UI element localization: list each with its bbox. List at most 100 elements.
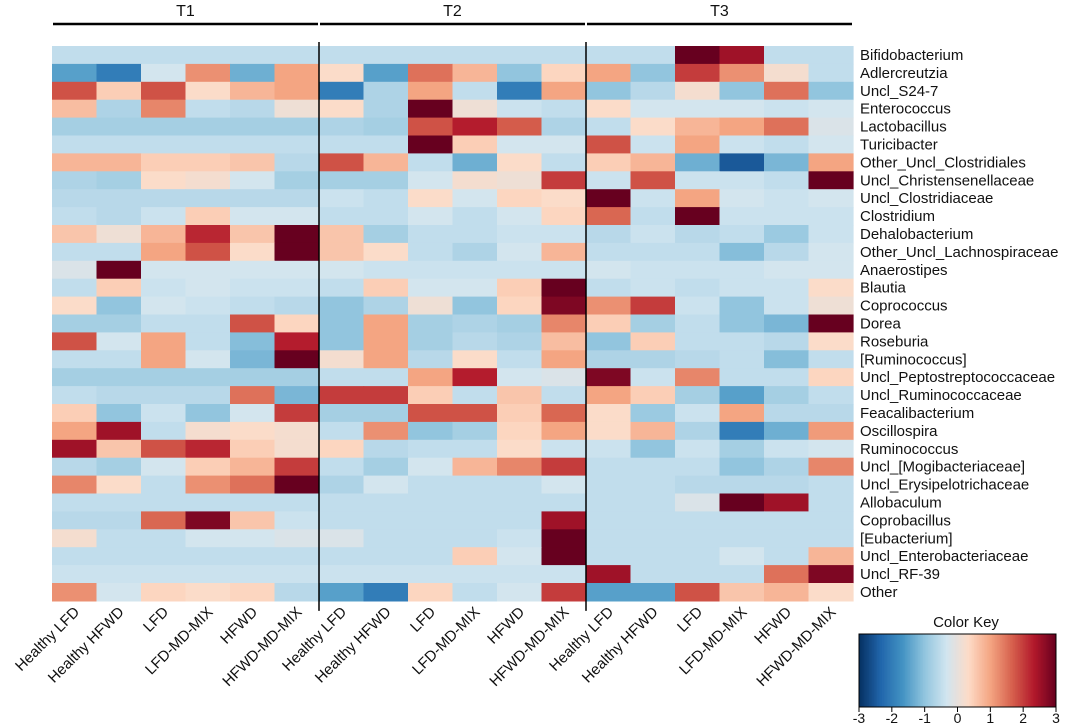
heatmap-cell xyxy=(808,63,854,83)
heatmap-cell xyxy=(96,565,142,584)
heatmap-cell xyxy=(675,457,721,477)
heatmap-cell xyxy=(452,583,498,602)
heatmap-cell xyxy=(497,278,543,298)
heatmap-cell xyxy=(185,296,231,316)
heatmap-cell xyxy=(452,296,498,316)
color-key-swatch xyxy=(970,634,973,707)
heatmap-cell xyxy=(274,511,320,530)
heatmap-cell xyxy=(452,242,498,262)
heatmap-cell xyxy=(274,225,320,244)
heatmap-cell xyxy=(274,583,320,602)
heatmap-cell xyxy=(452,63,498,83)
heatmap-cell xyxy=(675,81,721,101)
heatmap-cell xyxy=(185,421,231,441)
heatmap-cell xyxy=(319,207,365,226)
heatmap-cell xyxy=(363,547,409,566)
row-label: Oscillospira xyxy=(860,423,938,440)
color-key-swatch xyxy=(1031,634,1034,707)
heatmap-cell xyxy=(52,493,98,512)
heatmap-cell xyxy=(764,260,810,280)
heatmap-cell xyxy=(719,439,765,459)
heatmap-cell xyxy=(541,314,587,333)
heatmap-cell xyxy=(675,207,721,226)
heatmap-cell xyxy=(96,368,142,387)
heatmap-cell xyxy=(408,386,454,405)
heatmap-cell xyxy=(630,117,676,137)
heatmap-cell xyxy=(452,117,498,137)
heatmap-cell xyxy=(52,242,98,262)
color-key-swatch xyxy=(1018,634,1021,707)
heatmap-cell xyxy=(630,565,676,584)
heatmap-cell xyxy=(274,439,320,459)
heatmap-cell xyxy=(274,350,320,369)
color-key-swatch xyxy=(918,634,921,707)
heatmap-cell xyxy=(274,421,320,441)
heatmap-cell xyxy=(52,511,98,530)
heatmap-cell xyxy=(675,153,721,172)
heatmap-cell xyxy=(141,350,187,369)
heatmap-cell xyxy=(452,368,498,387)
heatmap-cell xyxy=(675,46,721,65)
heatmap-cell xyxy=(630,583,676,602)
heatmap-cell xyxy=(52,63,98,83)
heatmap-cell xyxy=(541,332,587,351)
heatmap-cell xyxy=(408,99,454,119)
heatmap-cell xyxy=(452,332,498,351)
heatmap-cell xyxy=(230,421,276,441)
color-key-swatch xyxy=(1014,634,1017,707)
heatmap-cell xyxy=(319,171,365,190)
heatmap-cell xyxy=(319,63,365,83)
heatmap-cell xyxy=(319,511,365,530)
heatmap-cell xyxy=(230,350,276,369)
heatmap-cell xyxy=(541,225,587,244)
heatmap-cell xyxy=(408,189,454,208)
heatmap-cell xyxy=(630,278,676,298)
heatmap-cell xyxy=(808,81,854,101)
group-label-t3: T3 xyxy=(710,3,729,20)
color-key-swatch xyxy=(998,634,1001,707)
color-key-swatch xyxy=(1036,634,1039,707)
heatmap-cell xyxy=(586,46,632,65)
group-headers: T1 T2 T3 xyxy=(53,3,852,26)
heatmap-cell xyxy=(319,350,365,369)
heatmap-cell xyxy=(141,332,187,351)
color-key-swatch xyxy=(924,634,927,707)
heatmap-cell xyxy=(452,278,498,298)
heatmap-cell xyxy=(408,260,454,280)
heatmap-cell xyxy=(363,171,409,190)
heatmap-cell xyxy=(497,404,543,423)
color-key-swatch xyxy=(964,634,967,707)
color-key-swatch xyxy=(886,634,889,707)
heatmap-cell xyxy=(497,171,543,190)
heatmap-cell xyxy=(319,153,365,172)
heatmap-cell xyxy=(141,63,187,83)
color-key-swatch xyxy=(908,634,911,707)
heatmap-cell xyxy=(363,99,409,119)
heatmap-cell xyxy=(52,278,98,298)
heatmap-cell xyxy=(719,46,765,65)
color-key-swatch xyxy=(1047,634,1050,707)
color-key-swatch xyxy=(1016,634,1019,707)
heatmap-cell xyxy=(52,350,98,369)
color-key-swatch xyxy=(1026,634,1029,707)
heatmap-cell xyxy=(808,368,854,387)
group-label-t1: T1 xyxy=(176,3,195,20)
heatmap-cell xyxy=(630,153,676,172)
color-key-swatch xyxy=(1039,634,1042,707)
color-key-swatch xyxy=(865,634,868,707)
heatmap-cell xyxy=(452,350,498,369)
heatmap-cell xyxy=(230,99,276,119)
heatmap-cell xyxy=(452,189,498,208)
heatmap-cell xyxy=(586,314,632,333)
heatmap-cells xyxy=(52,46,854,602)
color-key-swatch xyxy=(1021,634,1024,707)
heatmap-cell xyxy=(719,314,765,333)
heatmap-cell xyxy=(230,439,276,459)
color-key-swatch xyxy=(881,634,885,707)
heatmap-cell xyxy=(719,63,765,83)
heatmap-cell xyxy=(96,529,142,548)
heatmap-cell xyxy=(497,368,543,387)
heatmap-cell xyxy=(541,296,587,316)
heatmap-cell xyxy=(230,511,276,530)
heatmap-cell xyxy=(363,81,409,101)
